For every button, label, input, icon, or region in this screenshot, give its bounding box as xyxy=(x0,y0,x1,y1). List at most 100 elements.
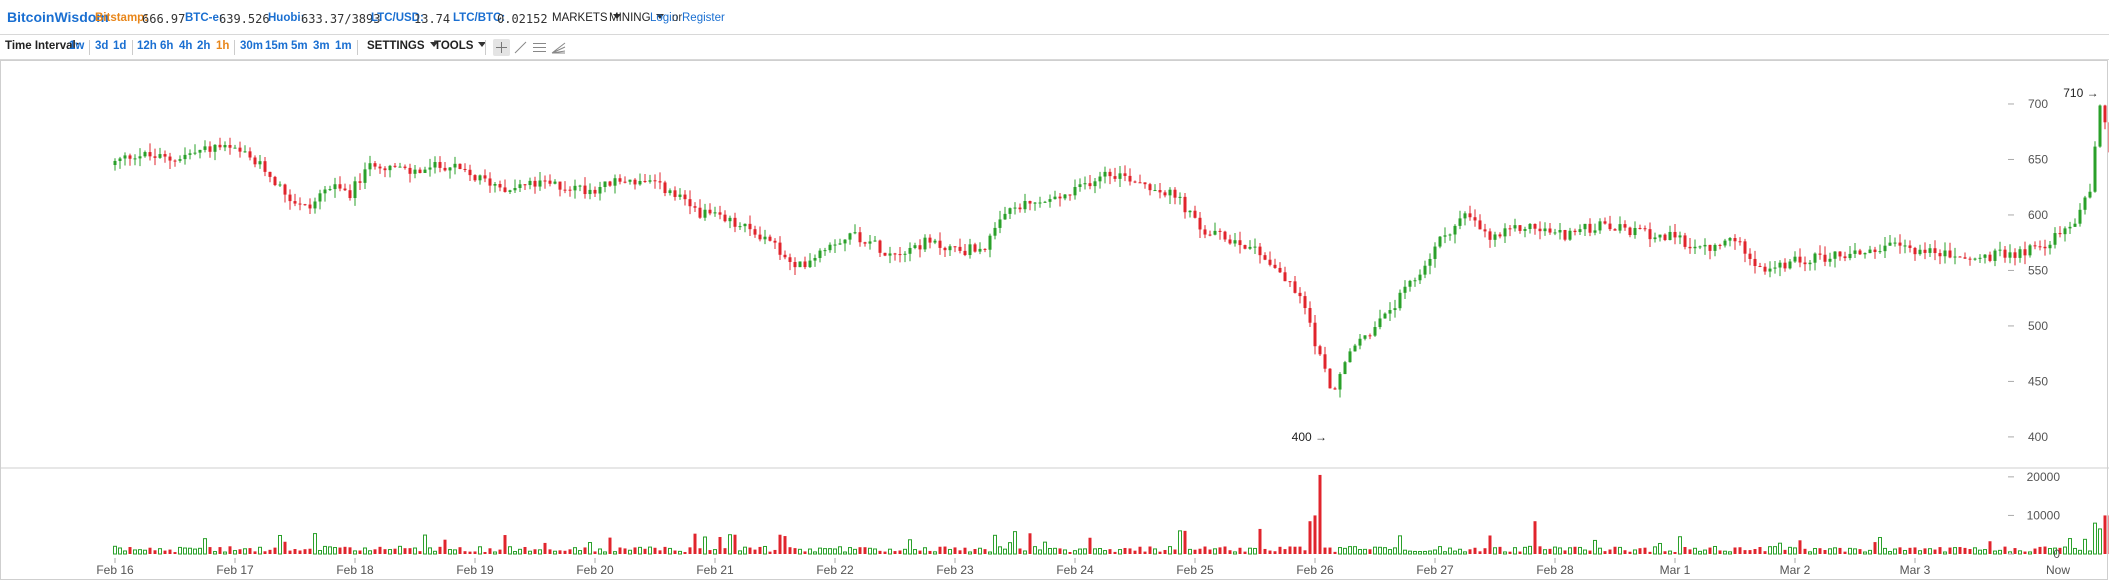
price-tick-label: 450 xyxy=(2028,374,2048,388)
market-bitstamp-label[interactable]: Bitstamp: xyxy=(95,12,149,24)
brand-logo[interactable]: BitcoinWisdom xyxy=(7,9,109,25)
interval-4h[interactable]: 4h xyxy=(179,40,193,52)
interval-15m[interactable]: 15m xyxy=(265,40,289,52)
volume-bar xyxy=(1503,551,1507,555)
price-chart[interactable]: 400 450 500 550 600 650 700 0 10000 20000 Feb 16 Fe… xyxy=(0,60,2109,581)
volume-bar xyxy=(458,547,462,554)
line-tool-icon[interactable] xyxy=(512,39,529,56)
horizontal-lines-tool-icon[interactable] xyxy=(531,39,548,56)
interval-1w[interactable]: 1w xyxy=(69,40,85,52)
candle-body xyxy=(1238,240,1242,246)
fibonacci-fan-tool-icon[interactable] xyxy=(550,39,567,56)
candle-body xyxy=(743,223,747,227)
interval-3m[interactable]: 3m xyxy=(313,40,330,52)
volume-bar xyxy=(1233,551,1237,555)
mining-menu[interactable]: MINING xyxy=(609,12,664,24)
candle-body xyxy=(1428,258,1432,266)
candle-body xyxy=(2043,246,2047,249)
candle-body xyxy=(678,194,682,197)
candle-body xyxy=(643,180,647,182)
volume-bar xyxy=(568,549,572,554)
interval-3d[interactable]: 3d xyxy=(95,40,109,52)
volume-bar xyxy=(1973,547,1977,555)
volume-bar xyxy=(303,549,307,554)
markets-menu[interactable]: MARKETS xyxy=(552,12,621,24)
volume-bar xyxy=(1718,550,1722,554)
volume-bar xyxy=(773,549,777,554)
market-ltcusd-price: 13.74 xyxy=(414,12,451,26)
volume-bar xyxy=(473,551,477,554)
volume-bar xyxy=(1538,546,1542,554)
candle-body xyxy=(973,244,977,252)
volume-bar xyxy=(668,547,672,555)
crosshair-tool-icon[interactable] xyxy=(493,39,510,56)
candle-body xyxy=(323,189,327,194)
interval-2h[interactable]: 2h xyxy=(197,40,211,52)
volume-bar xyxy=(1268,550,1272,554)
volume-bar xyxy=(1203,546,1207,554)
candle-body xyxy=(818,250,822,258)
interval-1h[interactable]: 1h xyxy=(216,40,230,52)
volume-bar xyxy=(1513,547,1517,555)
chevron-down-icon xyxy=(429,42,438,47)
volume-bar xyxy=(1063,549,1067,555)
volume-bar xyxy=(1683,547,1687,554)
volume-bar xyxy=(1148,546,1152,554)
candle-body xyxy=(368,163,372,170)
volume-bar xyxy=(1933,549,1937,554)
candle-body xyxy=(2098,105,2102,147)
candle-body xyxy=(1738,241,1742,243)
volume-bar xyxy=(968,551,972,555)
volume-bar xyxy=(193,548,197,555)
x-tick-label: Feb 23 xyxy=(936,563,974,577)
login-link[interactable]: Login xyxy=(650,12,679,24)
interval-6h[interactable]: 6h xyxy=(160,40,174,52)
volume-bar xyxy=(1393,547,1397,555)
interval-30m[interactable]: 30m xyxy=(240,40,264,52)
candle-body xyxy=(1323,354,1327,369)
volume-bar xyxy=(1488,535,1492,554)
candle-body xyxy=(1288,281,1292,283)
register-link[interactable]: Register xyxy=(682,12,725,24)
market-huobi-label[interactable]: Huobi: xyxy=(268,12,305,24)
volume-bar xyxy=(223,551,227,555)
volume-bar xyxy=(878,550,882,554)
volume-bar xyxy=(343,546,347,554)
candle-body xyxy=(1803,262,1807,265)
interval-5m[interactable]: 5m xyxy=(291,40,308,52)
candle-body xyxy=(1663,234,1667,241)
candle-body xyxy=(963,250,967,256)
market-ltcbtc-label[interactable]: LTC/BTC: xyxy=(453,12,506,24)
candle-body xyxy=(613,178,617,186)
interval-12h[interactable]: 12h xyxy=(137,40,157,52)
tools-menu[interactable]: TOOLS xyxy=(434,40,487,52)
candle-body xyxy=(1253,246,1257,248)
settings-menu[interactable]: SETTINGS xyxy=(367,40,438,52)
volume-bar xyxy=(298,550,302,554)
volume-bar xyxy=(913,549,917,555)
candle-body xyxy=(1598,221,1602,231)
interval-1m[interactable]: 1m xyxy=(335,40,352,52)
candle-body xyxy=(1213,230,1217,235)
volume-bar xyxy=(1988,541,1992,554)
candle-body xyxy=(1908,245,1912,248)
volume-bar xyxy=(1278,546,1282,554)
candle-body xyxy=(843,239,847,244)
candle-body xyxy=(1823,254,1827,262)
candle-body xyxy=(1398,292,1402,309)
candle-body xyxy=(588,189,592,195)
interval-1d[interactable]: 1d xyxy=(113,40,127,52)
volume-bar xyxy=(1103,550,1107,555)
candle-body xyxy=(223,145,227,148)
candle-body xyxy=(2083,197,2087,210)
volume-bar xyxy=(743,546,747,555)
volume-bar xyxy=(1868,549,1872,555)
volume-bar xyxy=(1208,549,1212,554)
market-btce-label[interactable]: BTC-e: xyxy=(185,12,223,24)
volume-bar xyxy=(1648,551,1652,554)
market-ltcusd-label[interactable]: LTC/USD: xyxy=(371,12,424,24)
candle-body xyxy=(378,166,382,169)
volume-bar xyxy=(208,547,212,554)
candle-body xyxy=(1223,231,1227,240)
high-price-annotation: 710 → xyxy=(2063,86,2098,100)
